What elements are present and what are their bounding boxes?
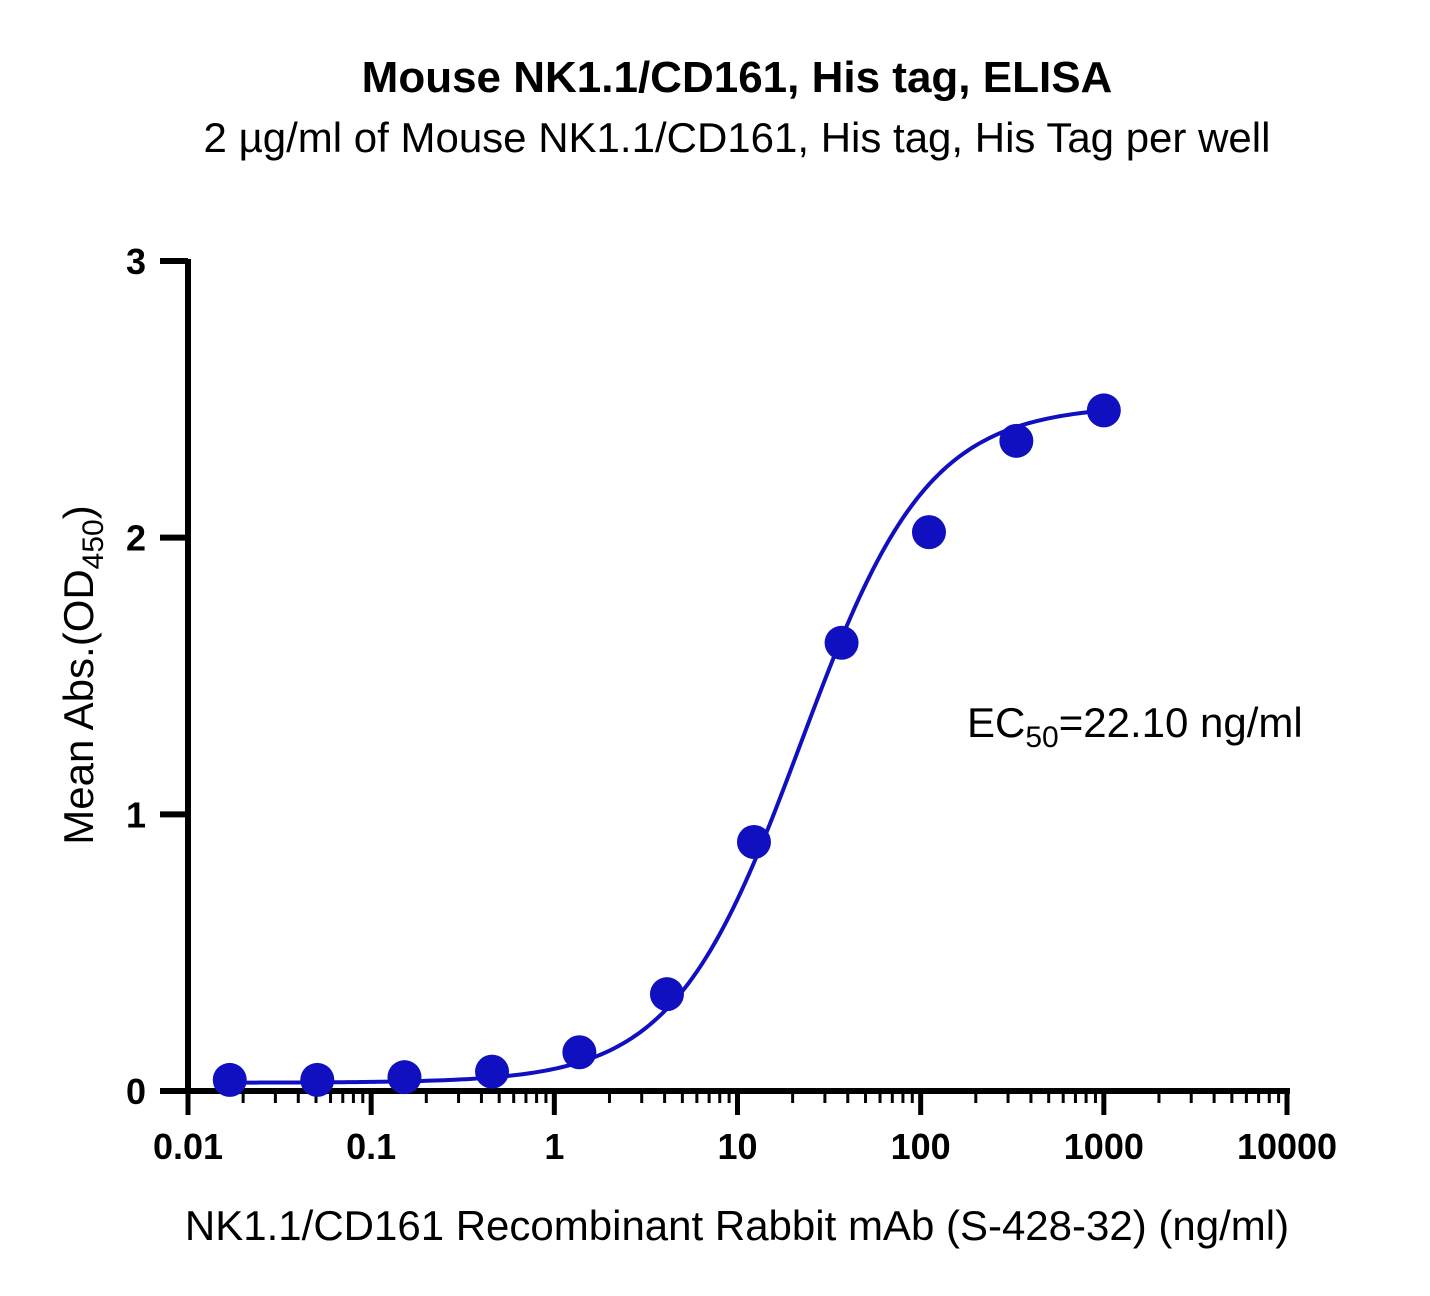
data-point bbox=[562, 1035, 597, 1070]
ec50-suffix: =22.10 ng/ml bbox=[1059, 699, 1303, 746]
data-point bbox=[824, 625, 859, 660]
x-axis-label: NK1.1/CD161 Recombinant Rabbit mAb (S-42… bbox=[185, 1202, 1289, 1249]
y-tick-label: 2 bbox=[126, 518, 146, 559]
ec50-annotation: EC50=22.10 ng/ml bbox=[967, 699, 1303, 754]
y-tick-label: 1 bbox=[126, 794, 146, 835]
data-point bbox=[1086, 393, 1121, 428]
y-axis-label-sub: 450 bbox=[77, 519, 110, 569]
data-point bbox=[300, 1062, 335, 1097]
axes bbox=[185, 259, 1290, 1094]
data-point bbox=[212, 1062, 247, 1097]
chart-title: Mouse NK1.1/CD161, His tag, ELISA bbox=[362, 53, 1113, 102]
x-tick-label: 0.1 bbox=[346, 1126, 396, 1167]
ec50-prefix: EC bbox=[967, 699, 1025, 746]
x-tick-label: 1000 bbox=[1064, 1126, 1144, 1167]
data-point bbox=[736, 825, 771, 859]
x-tick-label: 100 bbox=[891, 1126, 951, 1167]
ec50-sub: 50 bbox=[1025, 721, 1058, 754]
x-tick-label: 10000 bbox=[1237, 1126, 1337, 1167]
data-point bbox=[999, 423, 1034, 458]
y-axis-ticks: 0 1 2 3 bbox=[126, 241, 188, 1112]
data-point bbox=[911, 515, 946, 550]
x-tick-label: 0.01 bbox=[153, 1126, 223, 1167]
y-axis-label: Mean Abs.(OD450) bbox=[55, 505, 110, 845]
y-tick-label: 3 bbox=[126, 241, 146, 282]
y-axis-label-close: ) bbox=[55, 505, 102, 519]
data-points bbox=[212, 393, 1121, 1097]
data-point bbox=[475, 1054, 510, 1089]
x-tick-label: 10 bbox=[717, 1126, 757, 1167]
x-axis-ticks: 0.01 0.1 1 10 100 1000 10000 bbox=[153, 1091, 1337, 1167]
chart-subtitle: 2 µg/ml of Mouse NK1.1/CD161, His tag, H… bbox=[204, 114, 1271, 161]
y-tick-label: 0 bbox=[126, 1071, 146, 1112]
data-point bbox=[387, 1060, 422, 1095]
y-axis-label-main: Mean Abs.(OD bbox=[55, 569, 102, 844]
x-tick-label: 1 bbox=[544, 1126, 564, 1167]
data-point bbox=[649, 977, 684, 1012]
